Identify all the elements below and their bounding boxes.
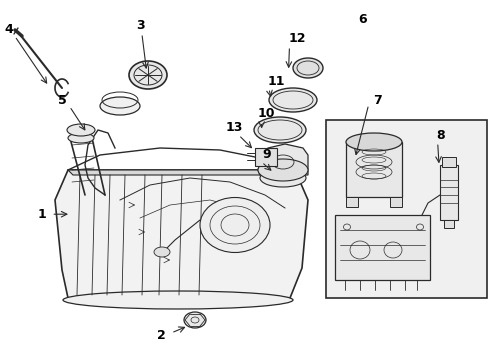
Text: 6: 6 <box>358 13 366 26</box>
Text: 8: 8 <box>435 129 444 141</box>
Ellipse shape <box>100 97 140 115</box>
Bar <box>439 165 457 220</box>
Text: 12: 12 <box>288 32 305 45</box>
Bar <box>346 197 357 207</box>
Text: 2: 2 <box>157 329 165 342</box>
Text: 13: 13 <box>225 121 243 134</box>
Ellipse shape <box>63 291 292 309</box>
Ellipse shape <box>268 88 316 112</box>
Text: 10: 10 <box>257 107 275 120</box>
Polygon shape <box>68 170 299 175</box>
Text: 7: 7 <box>372 94 381 107</box>
Bar <box>441 157 455 167</box>
Text: 5: 5 <box>58 94 67 107</box>
Bar <box>389 197 401 207</box>
Ellipse shape <box>346 133 401 151</box>
Bar <box>254 148 276 166</box>
Polygon shape <box>258 144 307 175</box>
Bar <box>325 120 486 298</box>
Text: 3: 3 <box>136 19 145 32</box>
Text: 11: 11 <box>267 75 285 87</box>
Bar <box>346 142 401 197</box>
Polygon shape <box>55 170 307 298</box>
Ellipse shape <box>292 58 323 78</box>
Ellipse shape <box>68 133 94 143</box>
Ellipse shape <box>258 159 307 181</box>
Ellipse shape <box>67 124 95 136</box>
Ellipse shape <box>154 247 170 257</box>
Bar <box>443 220 453 228</box>
Ellipse shape <box>253 117 305 143</box>
Text: 1: 1 <box>37 208 46 221</box>
Bar <box>334 215 429 280</box>
Ellipse shape <box>200 198 269 252</box>
Ellipse shape <box>129 61 167 89</box>
Ellipse shape <box>260 169 305 187</box>
Ellipse shape <box>183 312 205 328</box>
Text: 4: 4 <box>4 23 13 36</box>
Text: 9: 9 <box>262 148 270 161</box>
